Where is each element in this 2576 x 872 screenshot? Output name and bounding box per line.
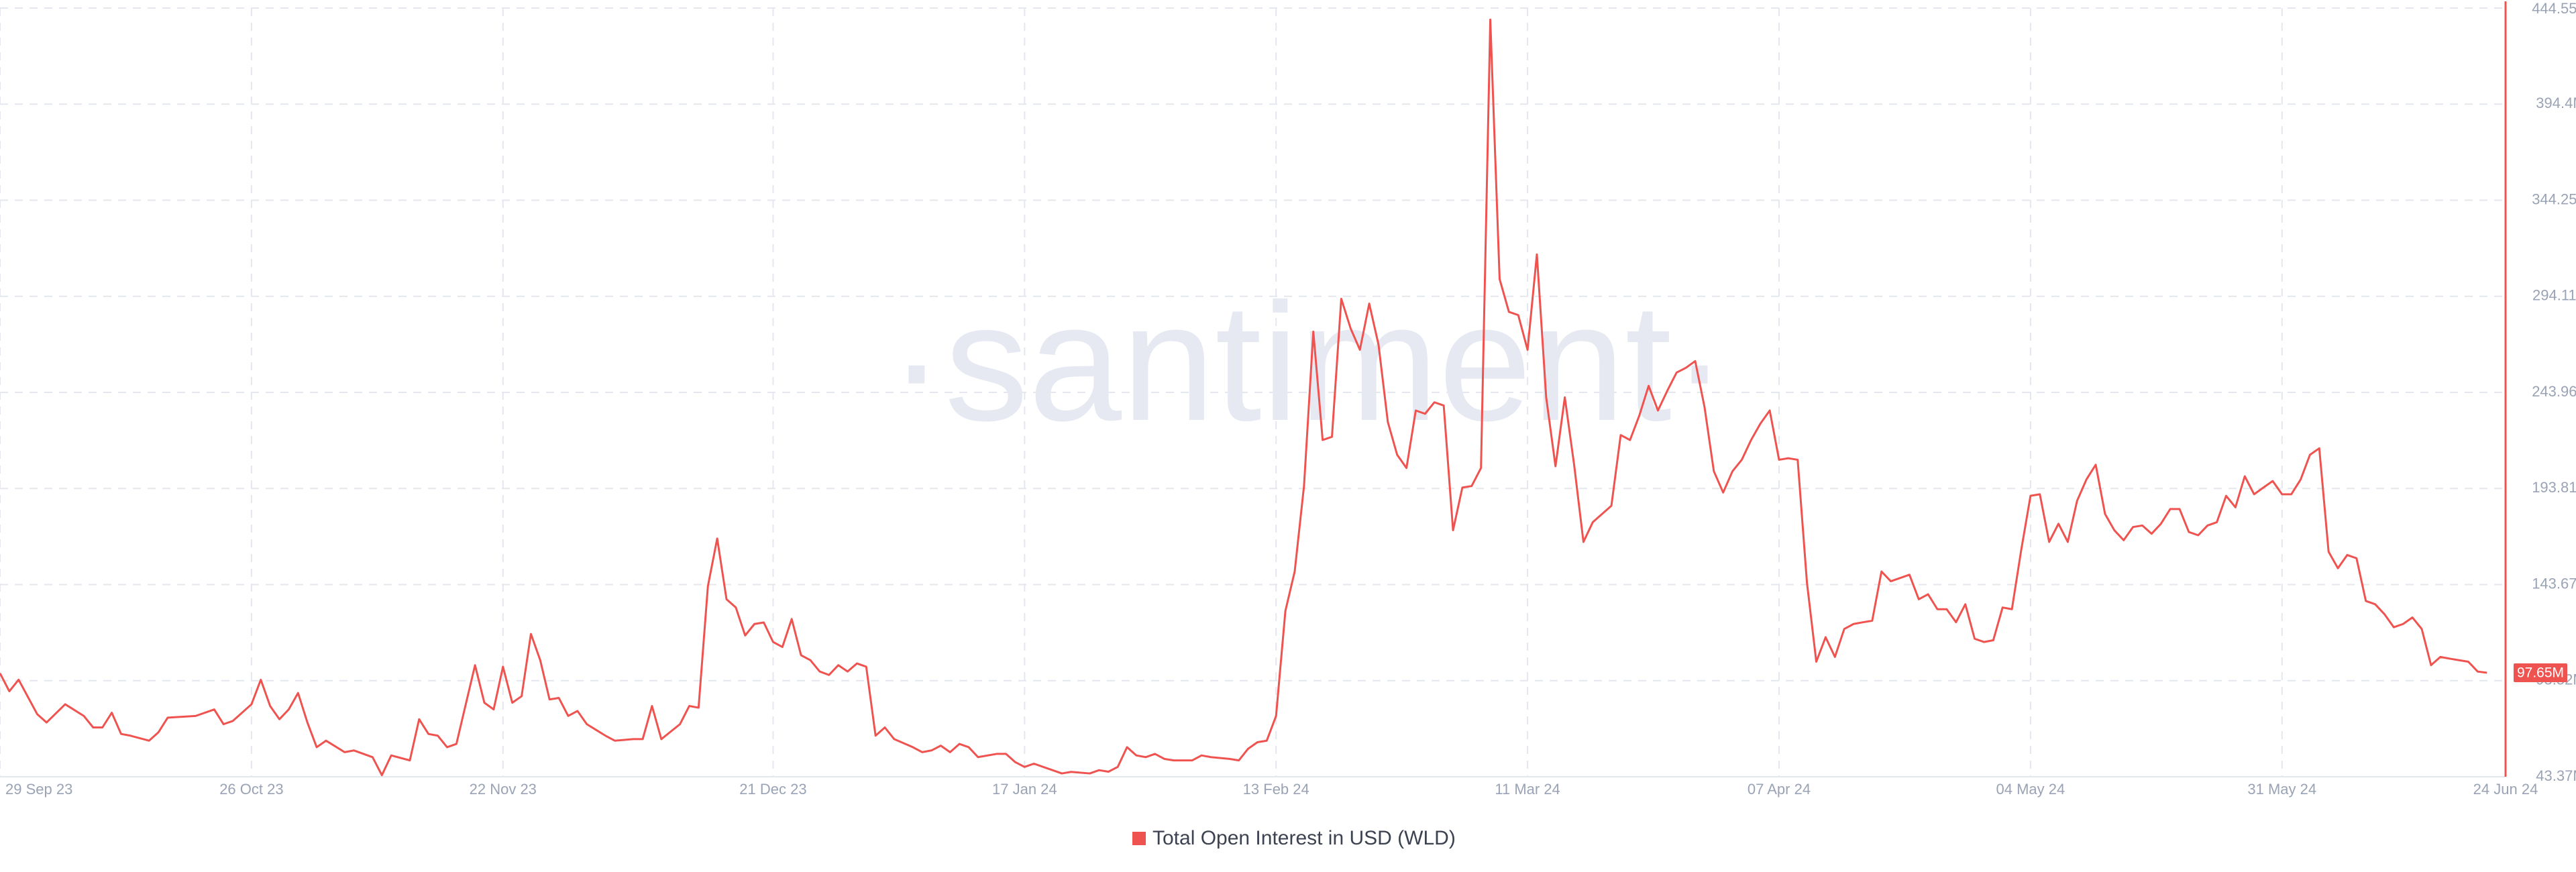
legend-label: Total Open Interest in USD (WLD): [1152, 827, 1456, 849]
data-line: [0, 18, 2487, 777]
x-tick-label: 26 Oct 23: [219, 781, 283, 798]
legend-item: Total Open Interest in USD (WLD): [1132, 827, 1456, 849]
x-tick-label: 04 May 24: [1996, 781, 2065, 798]
y-tick-label: 193.81M: [2532, 479, 2576, 496]
x-tick-label: 22 Nov 23: [470, 781, 537, 798]
x-tick-label: 21 Dec 23: [739, 781, 806, 798]
x-tick-label: 31 May 24: [2247, 781, 2316, 798]
y-tick-label: 294.11M: [2532, 287, 2576, 304]
plot-layer: 43.37M93.52M143.67M193.81M243.96M294.11M…: [0, 0, 2576, 849]
last-value-box: [2514, 663, 2567, 682]
y-tick-label: 243.96M: [2532, 383, 2576, 400]
x-tick-label: 29 Sep 23: [5, 781, 72, 798]
last-value-label: 97.65M: [2517, 665, 2564, 680]
x-tick-label: 11 Mar 24: [1495, 781, 1560, 798]
x-tick-label: 17 Jan 24: [992, 781, 1057, 798]
legend-swatch: [1132, 832, 1146, 845]
last-value-marker: 97.65M: [2514, 663, 2567, 682]
y-tick-label: 344.25M: [2532, 190, 2576, 207]
x-tick-label: 07 Apr 24: [1748, 781, 1811, 798]
y-tick-label: 394.4M: [2536, 95, 2576, 111]
x-tick-label: 13 Feb 24: [1243, 781, 1309, 798]
y-tick-label: 143.67M: [2532, 575, 2576, 592]
y-tick-label: 43.37M: [2536, 767, 2576, 784]
y-tick-label: 444.55M: [2532, 0, 2576, 17]
x-tick-label: 24 Jun 24: [2473, 781, 2538, 798]
